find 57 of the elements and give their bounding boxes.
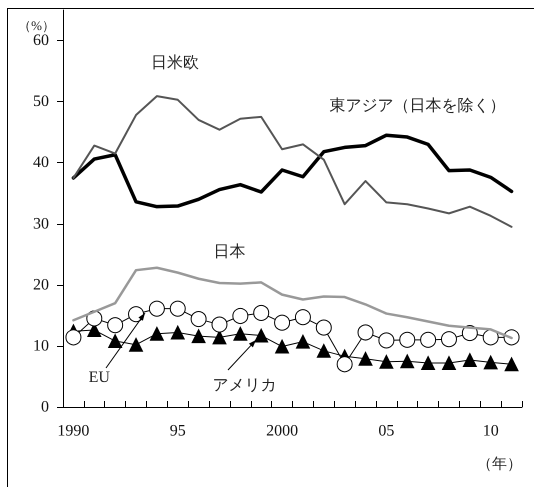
y-tick-label: 30 <box>33 215 49 232</box>
series-label: EU <box>88 368 110 386</box>
y-tick-label: 0 <box>41 398 49 416</box>
y-axis-title: （%） <box>18 18 55 33</box>
x-tick-label: 1990 <box>57 422 90 440</box>
series-label: 日本 <box>213 242 246 261</box>
point <box>254 328 268 343</box>
point <box>233 326 248 341</box>
point <box>440 331 457 348</box>
x-tick-label: 10 <box>482 422 499 440</box>
point <box>421 356 436 370</box>
line-series <box>72 133 514 208</box>
x-axis-title: （年） <box>477 456 522 472</box>
point <box>399 332 416 348</box>
point <box>336 356 353 372</box>
point <box>316 320 332 336</box>
line-series <box>72 95 513 228</box>
y-tick-label: 60 <box>33 32 49 50</box>
x-tick-label: 2000 <box>266 422 298 440</box>
series-label: 日米欧 <box>150 54 199 72</box>
point <box>129 338 144 352</box>
y-tick-label: 10 <box>33 337 49 354</box>
point <box>378 332 394 348</box>
point <box>107 317 124 334</box>
text: 東アジア（日本を除く） <box>329 96 506 115</box>
point <box>170 325 185 340</box>
point <box>442 356 456 370</box>
point <box>462 352 477 367</box>
point <box>275 340 290 354</box>
point <box>358 352 373 366</box>
x-tick-label: 95 <box>170 422 186 440</box>
point <box>211 316 228 333</box>
legend-label: アメリカ <box>212 376 276 394</box>
point <box>379 354 394 369</box>
y-tick-label: 40 <box>33 154 49 172</box>
point <box>420 332 436 348</box>
point <box>232 308 248 324</box>
point <box>296 334 310 349</box>
x-tick-label: 05 <box>378 422 394 440</box>
point <box>504 357 519 372</box>
point <box>65 329 82 346</box>
point <box>150 326 164 341</box>
point <box>212 330 226 344</box>
point <box>358 324 374 340</box>
point <box>108 334 122 348</box>
point <box>192 329 206 344</box>
point <box>316 344 331 358</box>
point <box>190 311 207 328</box>
point <box>484 355 498 370</box>
y-tick-label: 50 <box>33 93 49 110</box>
point <box>400 354 414 368</box>
point <box>274 314 290 331</box>
point <box>253 304 270 321</box>
point <box>294 309 311 326</box>
y-tick-label: 20 <box>33 276 49 294</box>
point <box>148 300 165 317</box>
point <box>170 300 186 317</box>
